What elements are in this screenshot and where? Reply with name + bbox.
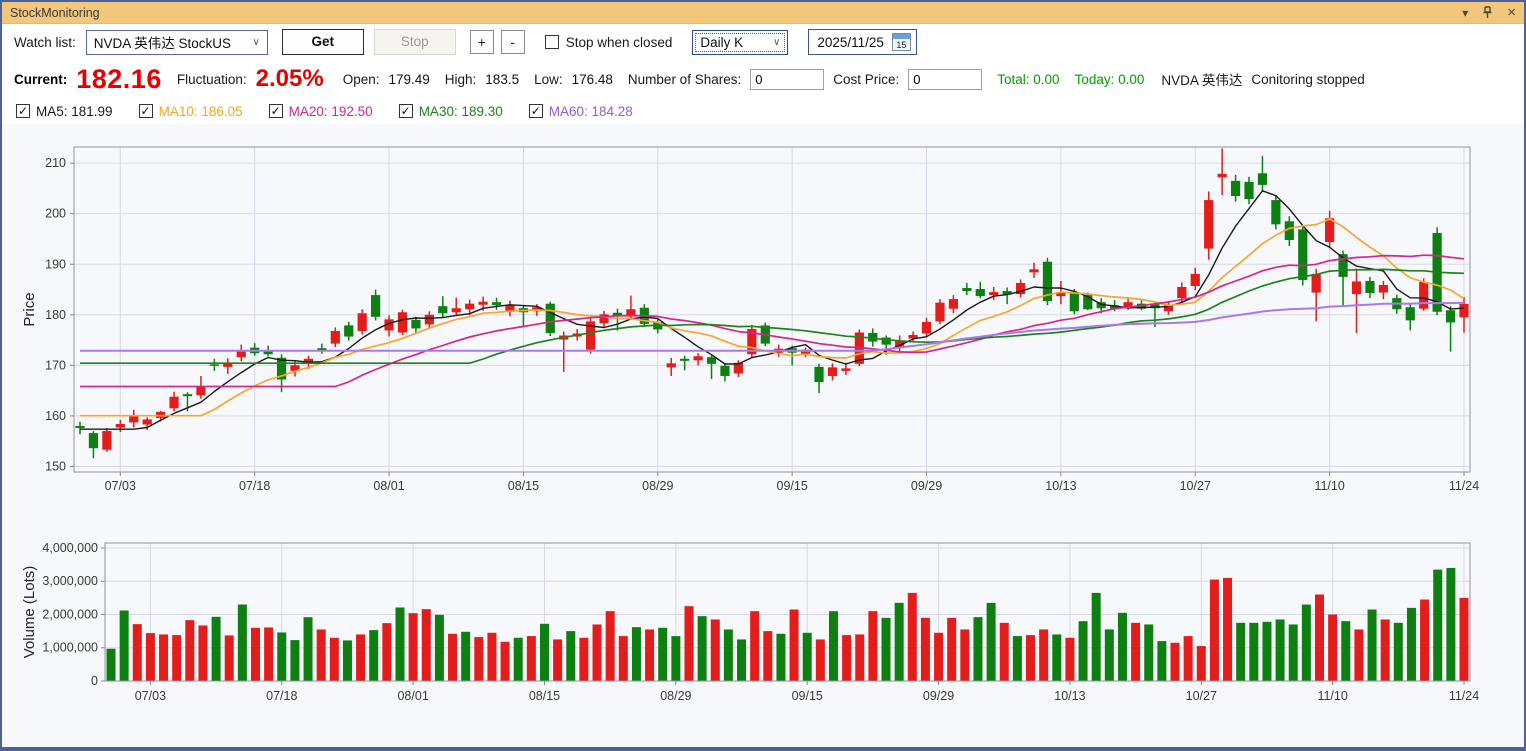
- svg-text:08/15: 08/15: [529, 689, 560, 703]
- stop-when-closed-checkbox[interactable]: [544, 35, 559, 49]
- svg-text:3,000,000: 3,000,000: [42, 574, 98, 588]
- svg-text:11/10: 11/10: [1317, 689, 1347, 703]
- total-value: Total: 0.00: [997, 71, 1060, 87]
- svg-text:10/27: 10/27: [1186, 689, 1217, 703]
- checkbox-checked-icon[interactable]: ✓: [398, 104, 413, 118]
- collapse-icon[interactable]: ▾: [1462, 5, 1469, 20]
- svg-text:08/29: 08/29: [660, 689, 691, 703]
- ma-toggle-label: MA30: 189.30: [418, 103, 503, 119]
- zoom-in-button[interactable]: +: [469, 30, 494, 54]
- get-button[interactable]: Get: [281, 29, 364, 55]
- svg-text:07/18: 07/18: [266, 689, 297, 703]
- svg-text:08/29: 08/29: [642, 479, 673, 493]
- open-value: 179.49: [388, 71, 430, 87]
- svg-text:10/27: 10/27: [1180, 479, 1211, 493]
- chevron-down-icon: ∨: [773, 36, 781, 48]
- svg-text:10/13: 10/13: [1045, 479, 1076, 493]
- svg-text:0: 0: [91, 674, 98, 688]
- toolbar: Watch list: NVDA 英伟达 StockUS ∨ Get Stop …: [2, 24, 1524, 60]
- svg-text:Price: Price: [21, 292, 38, 326]
- quote-summary: Current: 182.16 Fluctuation: 2.05% Open:…: [2, 60, 1524, 98]
- period-value: Daily K: [700, 34, 744, 50]
- zoom-out-button[interactable]: -: [500, 30, 525, 54]
- checkbox-checked-icon[interactable]: ✓: [268, 104, 283, 118]
- low-label: Low:: [534, 71, 563, 87]
- svg-text:210: 210: [45, 156, 66, 170]
- shares-label: Number of Shares:: [627, 71, 742, 87]
- titlebar[interactable]: StockMonitoring ▾ ×: [2, 2, 1524, 24]
- window-title: StockMonitoring: [10, 5, 100, 20]
- low-value: 176.48: [571, 71, 613, 87]
- svg-text:1,000,000: 1,000,000: [42, 641, 98, 655]
- watch-list-label: Watch list:: [14, 34, 76, 50]
- svg-text:09/15: 09/15: [792, 689, 823, 703]
- svg-text:07/03: 07/03: [105, 479, 136, 493]
- pin-icon[interactable]: [1482, 6, 1493, 19]
- today-value: Today: 0.00: [1074, 71, 1145, 87]
- svg-text:180: 180: [45, 308, 66, 322]
- symbol-text: NVDA 英伟达: [1161, 73, 1243, 88]
- ma-toggles: ✓ MA5: 181.99 ✓ MA10: 186.05 ✓ MA20: 192.50 ✓ M…: [2, 98, 1524, 124]
- status-text: Conitoring stopped: [1251, 71, 1365, 87]
- svg-text:150: 150: [45, 459, 66, 473]
- svg-text:2,000,000: 2,000,000: [42, 607, 98, 621]
- ma-toggle-label: MA60: 184.28: [548, 103, 633, 119]
- date-value: 2025/11/25: [817, 34, 884, 50]
- open-label: Open:: [342, 71, 380, 87]
- ma-toggle-ma5[interactable]: ✓ MA5: 181.99: [16, 104, 113, 119]
- svg-text:170: 170: [45, 358, 66, 372]
- fluctuation-label: Fluctuation:: [176, 71, 247, 87]
- fluctuation-value: 2.05%: [255, 65, 324, 92]
- svg-text:Volume (Lots): Volume (Lots): [21, 566, 38, 659]
- ma-toggle-label: MA10: 186.05: [158, 103, 243, 119]
- titlebar-controls: ▾ ×: [1462, 5, 1516, 20]
- svg-text:11/24: 11/24: [1449, 479, 1479, 493]
- svg-text:10/13: 10/13: [1054, 689, 1085, 703]
- price-volume-chart: 150 160 170 180 190 200 210 0 1,000,000 2,000,000…: [21, 146, 1479, 703]
- svg-text:09/15: 09/15: [777, 479, 808, 493]
- svg-text:08/01: 08/01: [397, 689, 428, 703]
- cost-price-input[interactable]: [908, 68, 983, 90]
- ma-toggle-label: MA5: 181.99: [36, 103, 113, 119]
- calendar-icon[interactable]: 15: [891, 33, 911, 51]
- close-icon[interactable]: ×: [1507, 4, 1516, 21]
- watch-list-value: NVDA 英伟达 StockUS: [93, 36, 232, 51]
- shares-input[interactable]: [750, 68, 825, 90]
- stop-button[interactable]: Stop: [373, 29, 456, 55]
- current-price: 182.16: [76, 63, 162, 94]
- high-value: 183.5: [485, 71, 520, 87]
- ma-toggle-ma30[interactable]: ✓ MA30: 189.30: [398, 103, 503, 119]
- svg-text:08/15: 08/15: [508, 479, 539, 493]
- date-picker[interactable]: 2025/11/25 15: [808, 29, 917, 55]
- cost-price-label: Cost Price:: [833, 71, 900, 87]
- svg-text:190: 190: [45, 257, 66, 271]
- chart-area: 150 160 170 180 190 200 210 0 1,000,000 2,000,000…: [2, 124, 1524, 747]
- ma-toggle-ma20[interactable]: ✓ MA20: 192.50: [268, 103, 373, 119]
- current-label: Current:: [14, 71, 68, 87]
- svg-text:08/01: 08/01: [373, 479, 404, 493]
- watch-list-select[interactable]: NVDA 英伟达 StockUS ∨: [85, 29, 268, 55]
- checkbox-checked-icon[interactable]: ✓: [528, 104, 543, 118]
- ma-toggle-ma10[interactable]: ✓ MA10: 186.05: [138, 103, 243, 119]
- chevron-down-icon: ∨: [252, 36, 260, 48]
- stop-when-closed-label: Stop when closed: [565, 34, 673, 50]
- checkbox-checked-icon[interactable]: ✓: [16, 104, 30, 118]
- svg-text:11/24: 11/24: [1449, 689, 1479, 703]
- svg-text:160: 160: [45, 409, 66, 423]
- svg-text:11/10: 11/10: [1314, 479, 1344, 493]
- svg-text:200: 200: [45, 207, 66, 221]
- high-label: High:: [444, 71, 477, 87]
- ma-toggle-label: MA20: 192.50: [288, 103, 373, 119]
- svg-text:07/18: 07/18: [239, 479, 270, 493]
- svg-text:07/03: 07/03: [135, 689, 166, 703]
- svg-text:09/29: 09/29: [911, 479, 942, 493]
- checkbox-checked-icon[interactable]: ✓: [138, 104, 153, 118]
- ma-toggle-ma60[interactable]: ✓ MA60: 184.28: [528, 103, 633, 119]
- period-select[interactable]: Daily K ∨: [692, 29, 789, 55]
- svg-text:09/29: 09/29: [923, 689, 954, 703]
- svg-text:4,000,000: 4,000,000: [42, 541, 98, 555]
